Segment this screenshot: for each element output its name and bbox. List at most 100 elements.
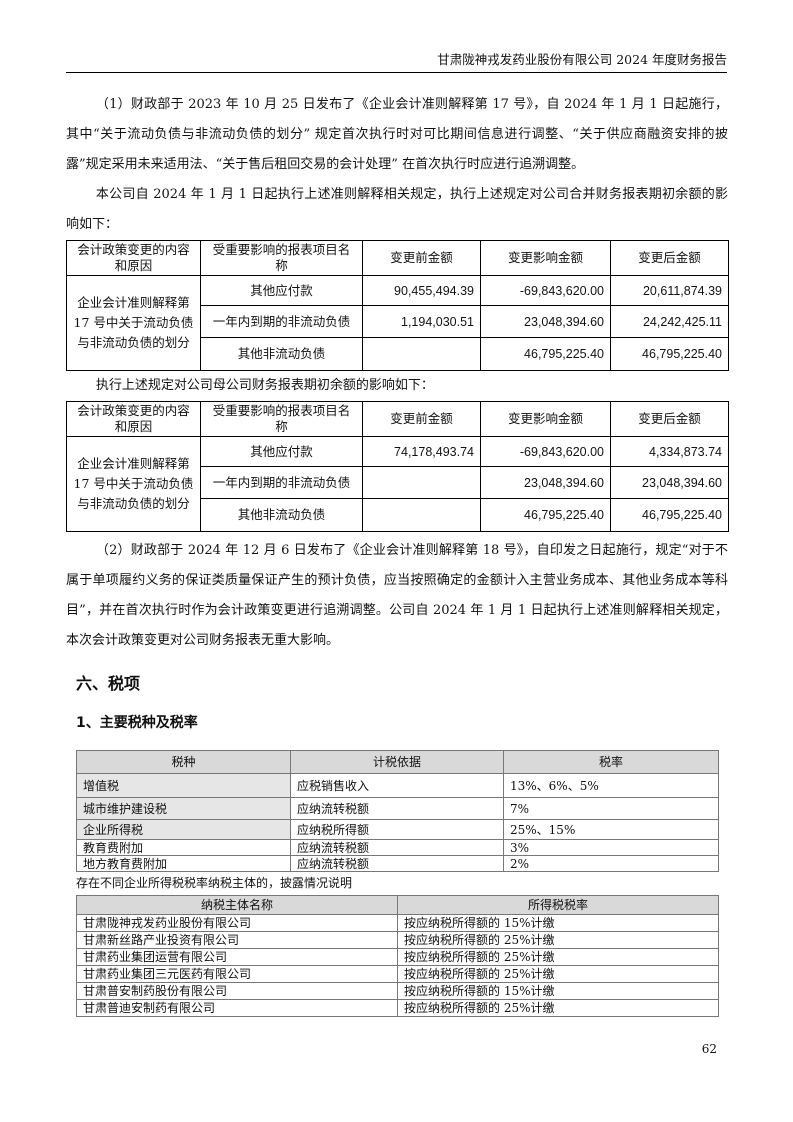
cell: 按应纳税所得额的 15%计缴 — [397, 982, 719, 1000]
header-cell: 会计政策变更的内容和原因 — [66, 401, 201, 437]
cell: 23,048,394.60 — [610, 466, 729, 499]
cell: 4,334,873.74 — [610, 436, 729, 467]
table-header-row: 会计政策变更的内容和原因 受重要影响的报表项目名称 变更前金额 变更影响金额 变… — [66, 401, 729, 437]
table-row: 一年内到期的非流动负债 23,048,394.60 23,048,394.60 — [67, 466, 729, 499]
table-row: 其他非流动负债 46,795,225.40 46,795,225.40 — [67, 337, 729, 371]
cell: 其他应付款 — [200, 275, 363, 306]
cell: 增值税 — [76, 773, 291, 798]
table-row: 甘肃新丝路产业投资有限公司 按应纳税所得额的 25%计缴 — [76, 931, 719, 949]
table-row: 甘肃普安制药股份有限公司 按应纳税所得额的 15%计缴 — [76, 982, 719, 1000]
cell: -69,843,620.00 — [480, 275, 611, 306]
reason-cell: 企业会计准则解释第 17 号中关于流动负债与非流动负债的划分 — [66, 436, 201, 532]
cell: 应纳流转税额 — [290, 797, 504, 820]
cell: 46,795,225.40 — [610, 498, 729, 532]
cell: 23,048,394.60 — [480, 305, 611, 338]
cell: 应纳流转税额 — [290, 855, 504, 872]
cell: 甘肃普安制药股份有限公司 — [76, 982, 398, 1000]
header-cell: 计税依据 — [290, 750, 504, 774]
cell: 其他非流动负债 — [200, 337, 363, 371]
cell: 25%、15% — [503, 819, 719, 840]
table-row: 企业会计准则解释第 17 号中关于流动负债与非流动负债的划分 其他应付款 90,… — [66, 275, 729, 371]
table-row: 一年内到期的非流动负债 1,194,030.51 23,048,394.60 2… — [67, 305, 729, 338]
cell: 3% — [503, 839, 719, 856]
cell: 46,795,225.40 — [610, 337, 729, 371]
header-cell: 变更影响金额 — [480, 240, 611, 276]
paragraph-4: （2）财政部于 2024 年 12 月 6 日发布了《企业会计准则解释第 18 … — [66, 543, 728, 648]
cell — [362, 337, 481, 371]
header-divider — [66, 72, 727, 73]
table-row: 甘肃药业集团三元医药有限公司 按应纳税所得额的 25%计缴 — [76, 965, 719, 983]
paragraph-3: 执行上述规定对公司母公司财务报表期初余额的影响如下： — [95, 378, 434, 393]
cell: 地方教育费附加 — [76, 855, 291, 872]
header-cell: 受重要影响的报表项目名称 — [200, 240, 363, 276]
cell: 城市维护建设税 — [76, 797, 291, 820]
cell: 按应纳税所得额的 25%计缴 — [397, 948, 719, 966]
subsection-title: 1、主要税种及税率 — [76, 715, 198, 731]
header-cell: 会计政策变更的内容和原因 — [66, 240, 201, 276]
table-row: 地方教育费附加 应纳流转税额 2% — [76, 855, 719, 872]
table-row: 企业会计准则解释第 17 号中关于流动负债与非流动负债的划分 其他应付款 74,… — [66, 436, 729, 532]
entity-tax-rate-table: 纳税主体名称 所得税税率 甘肃陇神戎发药业股份有限公司 按应纳税所得额的 15%计… — [76, 895, 719, 1017]
table-row: 甘肃陇神戎发药业股份有限公司 按应纳税所得额的 15%计缴 — [76, 914, 719, 932]
table-header-row: 纳税主体名称 所得税税率 — [76, 895, 719, 915]
table-row: 增值税 应税销售收入 13%、6%、5% — [76, 773, 719, 798]
cell: 甘肃陇神戎发药业股份有限公司 — [76, 914, 398, 932]
paragraph-1: （1）财政部于 2023 年 10 月 25 日发布了《企业会计准则解释第 17… — [66, 97, 728, 172]
cell: 应纳流转税额 — [290, 839, 504, 856]
table-header-row: 会计政策变更的内容和原因 受重要影响的报表项目名称 变更前金额 变更影响金额 变… — [66, 240, 729, 276]
cell: 甘肃药业集团运营有限公司 — [76, 948, 398, 966]
cell: 其他非流动负债 — [200, 498, 363, 532]
cell: 46,795,225.40 — [480, 337, 611, 371]
page-header: 甘肃陇神戎发药业股份有限公司 2024 年度财务报告 — [437, 52, 727, 67]
cell — [362, 466, 481, 499]
consolidated-impact-table: 会计政策变更的内容和原因 受重要影响的报表项目名称 变更前金额 变更影响金额 变… — [66, 240, 729, 371]
cell: 按应纳税所得额的 25%计缴 — [397, 931, 719, 949]
cell: 1,194,030.51 — [362, 305, 481, 338]
table-header-row: 税种 计税依据 税率 — [76, 750, 719, 774]
cell: 企业所得税 — [76, 819, 291, 840]
cell: 46,795,225.40 — [480, 498, 611, 532]
header-cell: 变更影响金额 — [480, 401, 611, 437]
reason-cell: 企业会计准则解释第 17 号中关于流动负债与非流动负债的划分 — [66, 275, 201, 371]
table-row: 城市维护建设税 应纳流转税额 7% — [76, 797, 719, 820]
cell: 74,178,493.74 — [362, 436, 481, 467]
cell: 应纳税所得额 — [290, 819, 504, 840]
header-cell: 变更后金额 — [610, 240, 729, 276]
cell: 按应纳税所得额的 25%计缴 — [397, 999, 719, 1017]
cell: 2% — [503, 855, 719, 872]
cell — [362, 498, 481, 532]
cell: 90,455,494.39 — [362, 275, 481, 306]
header-cell: 税种 — [76, 750, 291, 774]
cell: 教育费附加 — [76, 839, 291, 856]
cell: 一年内到期的非流动负债 — [200, 466, 363, 499]
header-cell: 受重要影响的报表项目名称 — [200, 401, 363, 437]
cell: 按应纳税所得额的 15%计缴 — [397, 914, 719, 932]
cell: 7% — [503, 797, 719, 820]
cell: -69,843,620.00 — [480, 436, 611, 467]
header-cell: 所得税税率 — [397, 895, 719, 915]
cell: 其他应付款 — [200, 436, 363, 467]
cell: 20,611,874.39 — [610, 275, 729, 306]
cell: 甘肃药业集团三元医药有限公司 — [76, 965, 398, 983]
cell: 23,048,394.60 — [480, 466, 611, 499]
header-cell: 纳税主体名称 — [76, 895, 398, 915]
cell: 甘肃新丝路产业投资有限公司 — [76, 931, 398, 949]
cell: 甘肃普迪安制药有限公司 — [76, 999, 398, 1017]
page-number: 62 — [701, 1042, 717, 1056]
header-cell: 变更前金额 — [362, 401, 481, 437]
table-row: 其他非流动负债 46,795,225.40 46,795,225.40 — [67, 498, 729, 532]
table-row: 教育费附加 应纳流转税额 3% — [76, 839, 719, 856]
cell: 24,242,425.11 — [610, 305, 729, 338]
header-cell: 变更前金额 — [362, 240, 481, 276]
table-row: 甘肃普迪安制药有限公司 按应纳税所得额的 25%计缴 — [76, 999, 719, 1017]
section-title: 六、税项 — [76, 674, 141, 693]
cell: 13%、6%、5% — [503, 773, 719, 798]
cell: 按应纳税所得额的 25%计缴 — [397, 965, 719, 983]
table-row: 企业所得税 应纳税所得额 25%、15% — [76, 819, 719, 840]
tax-rate-table: 税种 计税依据 税率 增值税 应税销售收入 13%、6%、5% 城市维护建设税 应纳流… — [76, 750, 719, 872]
parent-impact-table: 会计政策变更的内容和原因 受重要影响的报表项目名称 变更前金额 变更影响金额 变… — [66, 401, 729, 532]
cell: 一年内到期的非流动负债 — [200, 305, 363, 338]
header-cell: 变更后金额 — [610, 401, 729, 437]
table-row: 甘肃药业集团运营有限公司 按应纳税所得额的 25%计缴 — [76, 948, 719, 966]
